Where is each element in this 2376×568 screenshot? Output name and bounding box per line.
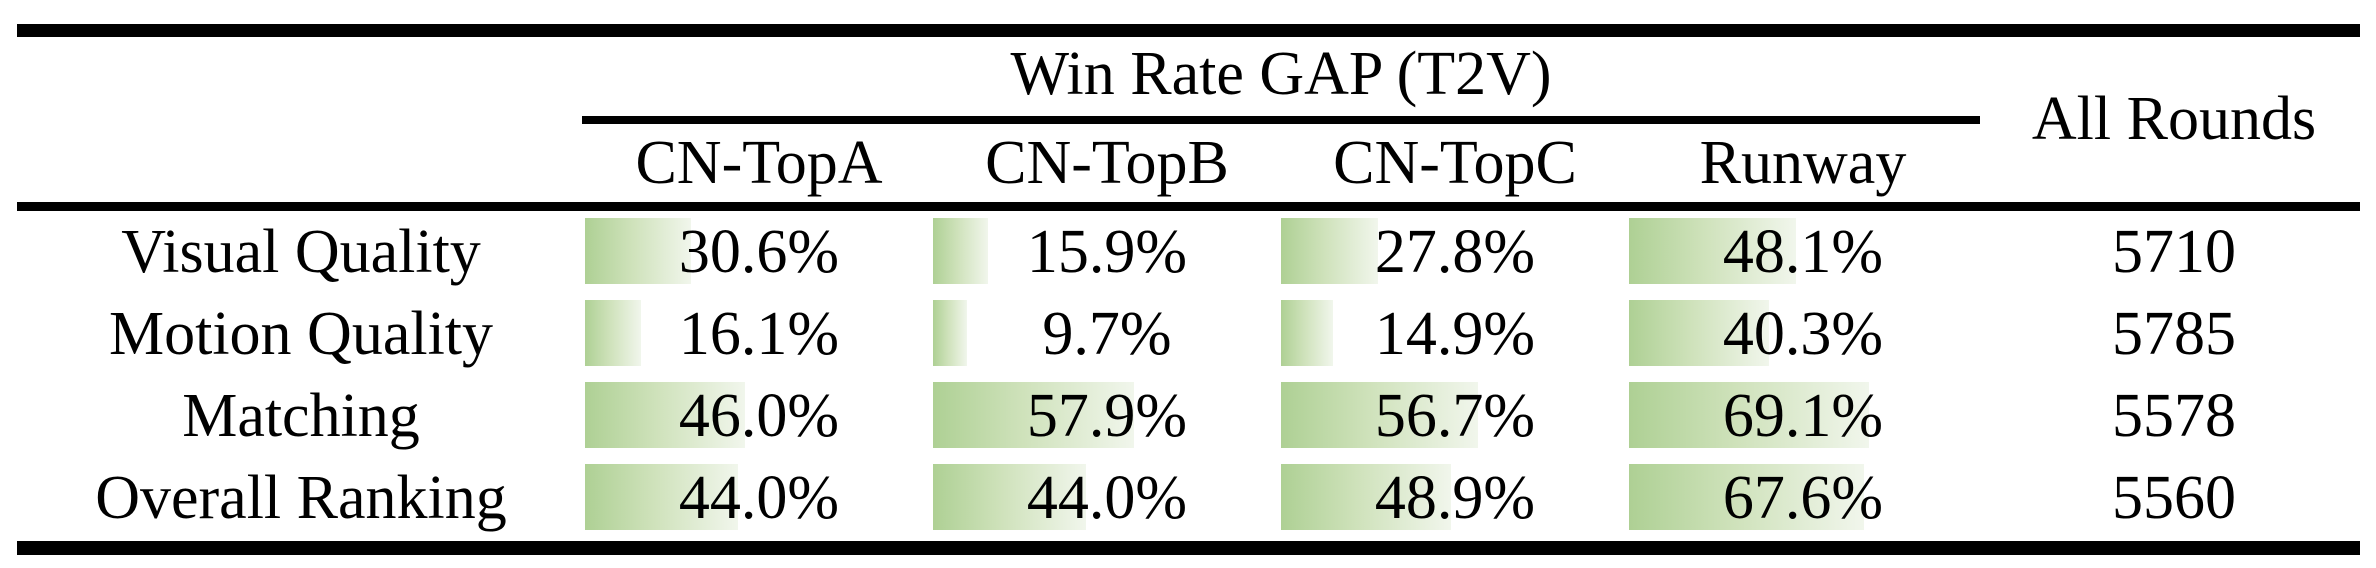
win-rate-value: 27.8% <box>1374 218 1536 286</box>
win-rate-bar <box>585 464 739 530</box>
value-cell: 69.1% <box>1629 375 1977 457</box>
value-cell: 48.1% <box>1629 211 1977 293</box>
value-cell: 15.9% <box>933 211 1281 293</box>
table-row: Overall Ranking 44.0% 44.0% 48.9% 67.6% … <box>0 457 2376 539</box>
win-rate-value: 57.9% <box>1026 382 1188 450</box>
column-header-cn-topb: CN-TopB <box>985 129 1229 197</box>
row-label: Matching <box>182 382 420 450</box>
column-header-cn-topc: CN-TopC <box>1333 129 1577 197</box>
win-rate-value: 44.0% <box>1026 464 1188 532</box>
win-rate-value: 69.1% <box>1722 382 1884 450</box>
win-rate-bar <box>1629 382 1870 448</box>
win-rate-bar <box>1281 382 1479 448</box>
win-rate-bar <box>933 382 1135 448</box>
win-rate-value: 16.1% <box>678 300 840 368</box>
win-rate-value: 67.6% <box>1722 464 1884 532</box>
value-cell: 46.0% <box>585 375 933 457</box>
win-rate-bar <box>933 300 967 366</box>
table-row: Motion Quality 16.1% 9.7% 14.9% 40.3% 57… <box>0 293 2376 375</box>
win-rate-bar <box>933 218 989 284</box>
value-cell: 30.6% <box>585 211 933 293</box>
group-header-underline-rule <box>582 116 1980 124</box>
all-rounds-value: 5710 <box>2112 218 2236 286</box>
win-rate-value: 56.7% <box>1374 382 1536 450</box>
value-cell: 44.0% <box>585 457 933 539</box>
win-rate-value: 14.9% <box>1374 300 1536 368</box>
column-header-cn-topa: CN-TopA <box>635 129 883 197</box>
win-rate-bar <box>1629 218 1797 284</box>
win-rate-value: 9.7% <box>1042 300 1172 368</box>
table-row: Visual Quality 30.6% 15.9% 27.8% 48.1% 5… <box>0 211 2376 293</box>
column-header-runway: Runway <box>1699 129 1907 197</box>
win-rate-bar <box>1629 300 1770 366</box>
value-cell: 48.9% <box>1281 457 1629 539</box>
table-row: Matching 46.0% 57.9% 56.7% 69.1% 5578 <box>0 375 2376 457</box>
table-top-rule <box>17 24 2360 37</box>
value-cell: 67.6% <box>1629 457 1977 539</box>
value-cell: 16.1% <box>585 293 933 375</box>
win-rate-value: 48.9% <box>1374 464 1536 532</box>
all-rounds-value: 5578 <box>2112 382 2236 450</box>
value-cell: 44.0% <box>933 457 1281 539</box>
win-rate-value: 40.3% <box>1722 300 1884 368</box>
value-cell: 9.7% <box>933 293 1281 375</box>
win-rate-bar <box>1629 464 1865 530</box>
win-rate-bar <box>585 382 746 448</box>
value-cell: 14.9% <box>1281 293 1629 375</box>
value-cell: 27.8% <box>1281 211 1629 293</box>
win-rate-bar <box>1281 464 1452 530</box>
table-header-rule <box>17 202 2360 211</box>
win-rate-bar <box>933 464 1087 530</box>
win-rate-bar <box>1281 218 1378 284</box>
all-rounds-value: 5560 <box>2112 464 2236 532</box>
row-label: Visual Quality <box>121 218 481 286</box>
win-rate-bar <box>585 218 692 284</box>
win-rate-value: 46.0% <box>678 382 840 450</box>
win-rate-value: 30.6% <box>678 218 840 286</box>
group-header-win-rate-gap: Win Rate GAP (T2V) <box>1010 40 1552 108</box>
win-rate-bar <box>1281 300 1333 366</box>
win-rate-bar <box>585 300 642 366</box>
column-header-all-rounds: All Rounds <box>2031 85 2317 153</box>
all-rounds-value: 5785 <box>2112 300 2236 368</box>
value-cell: 56.7% <box>1281 375 1629 457</box>
row-label: Overall Ranking <box>95 464 507 532</box>
table-bottom-rule <box>17 541 2360 555</box>
win-rate-value: 15.9% <box>1026 218 1188 286</box>
win-rate-value: 48.1% <box>1722 218 1884 286</box>
row-label: Motion Quality <box>108 300 494 368</box>
value-cell: 40.3% <box>1629 293 1977 375</box>
value-cell: 57.9% <box>933 375 1281 457</box>
win-rate-value: 44.0% <box>678 464 840 532</box>
